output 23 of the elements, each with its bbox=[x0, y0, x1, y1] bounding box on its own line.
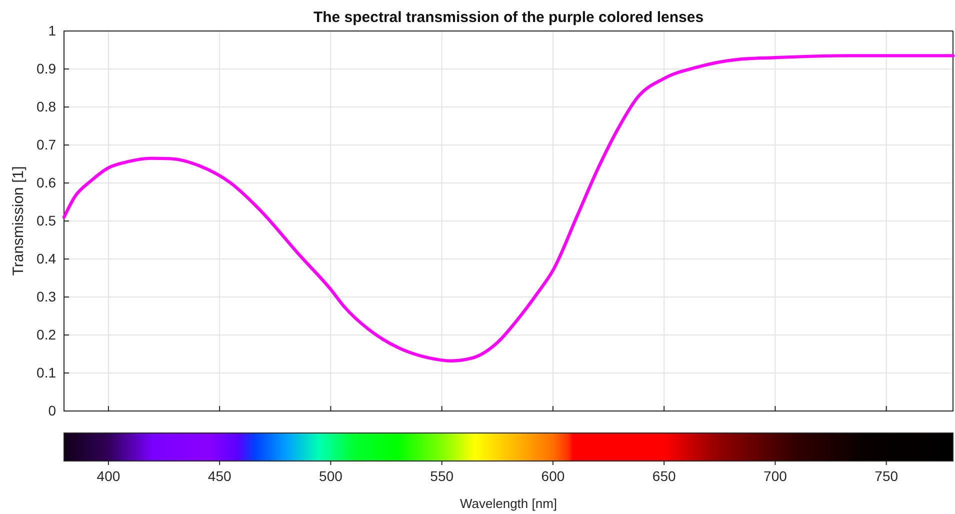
x-axis-title: Wavelength [nm] bbox=[460, 496, 558, 511]
x-tick-label: 450 bbox=[208, 468, 232, 484]
y-tick-label: 0.7 bbox=[36, 136, 56, 152]
x-tick-label: 700 bbox=[764, 468, 788, 484]
x-tick-label: 600 bbox=[541, 468, 565, 484]
x-tick-label: 650 bbox=[652, 468, 676, 484]
y-tick-label: 1 bbox=[48, 22, 56, 38]
y-tick-label: 0.8 bbox=[36, 98, 56, 114]
x-tick-label: 750 bbox=[874, 468, 898, 484]
chart-title: The spectral transmission of the purple colored lenses bbox=[313, 9, 704, 26]
y-tick-label: 0.5 bbox=[36, 212, 56, 228]
y-tick-label: 0.1 bbox=[36, 364, 56, 380]
y-tick-label: 0.3 bbox=[36, 288, 56, 304]
y-tick-label: 0.9 bbox=[36, 60, 56, 76]
y-tick-label: 0 bbox=[48, 402, 56, 418]
x-tick-label: 550 bbox=[430, 468, 454, 484]
line-series bbox=[62, 54, 955, 362]
y-axis-title: Transmission [1] bbox=[10, 166, 27, 276]
x-tick-label: 500 bbox=[319, 468, 343, 484]
y-tick-label: 0.6 bbox=[36, 174, 56, 190]
y-tick-label: 0.2 bbox=[36, 326, 56, 342]
x-tick-label: 400 bbox=[96, 468, 120, 484]
y-tick-label: 0.4 bbox=[36, 250, 56, 266]
